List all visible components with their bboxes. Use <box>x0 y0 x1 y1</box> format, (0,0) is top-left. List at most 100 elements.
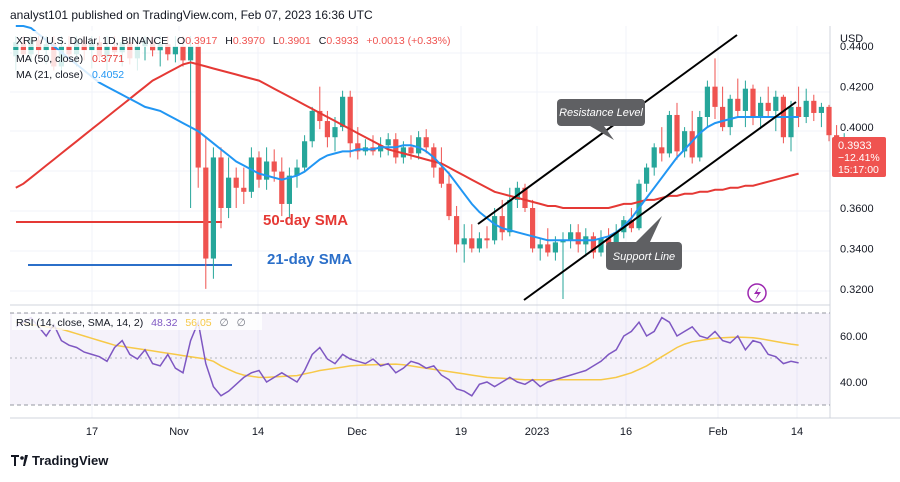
candle-body <box>157 44 163 51</box>
candle-body <box>522 187 528 208</box>
candle-body <box>628 220 634 229</box>
ohlc-close-label: C <box>319 35 327 47</box>
candle-body <box>469 238 475 249</box>
support-trendline[interactable] <box>523 101 797 301</box>
candle-body <box>112 46 118 53</box>
candle-body <box>324 121 330 138</box>
candle-body <box>651 147 657 168</box>
candle-body <box>636 183 642 229</box>
candle-body <box>28 40 34 55</box>
support-callout-label: Support Line <box>613 251 675 263</box>
candle-body <box>195 46 201 168</box>
publish-line: analyst101 published on TradingView.com,… <box>10 8 373 22</box>
candle-body <box>575 232 581 245</box>
candle-body <box>203 167 209 259</box>
legend-main: XRP / U.S. Dollar, 1D, BINANCE O0.3917 H… <box>12 31 450 47</box>
last-price: 0.3933 <box>838 140 872 152</box>
candle-body <box>560 240 566 243</box>
candle-body <box>826 106 832 136</box>
candle-body <box>720 106 726 128</box>
candle-body <box>355 143 361 152</box>
time-tick-label: 14 <box>791 426 803 438</box>
gridlines <box>10 26 830 418</box>
candle-body <box>241 187 247 192</box>
candle-body <box>279 171 285 204</box>
candle-body <box>20 42 26 55</box>
price-axis[interactable]: 0.44000.42000.40000.38000.36000.34000.32… <box>840 41 874 296</box>
candle-body <box>484 238 490 241</box>
ma21-line <box>15 25 799 242</box>
ohlc-open: 0.3917 <box>185 35 217 47</box>
candle-body <box>74 40 80 55</box>
candle-body <box>476 238 482 249</box>
price-tick-label: 0.3400 <box>840 243 874 255</box>
ohlc-low-label: L <box>273 35 279 47</box>
time-tick-label: Nov <box>169 426 189 438</box>
rsi-sma-legend-value: 56.05 <box>185 317 211 329</box>
candle-body <box>96 42 102 57</box>
svg-text:MA (21, close) 0.4052: MA (21, close) 0.4052 <box>16 69 124 81</box>
resistance-trendline[interactable] <box>477 34 738 225</box>
candle-body <box>446 183 452 217</box>
ma21-legend-label: MA (21, close) <box>16 69 83 81</box>
time-axis[interactable]: 17 Nov 14 Dec 19 2023 16 Feb 14 <box>86 426 803 438</box>
last-price-label: 0.3933 −12.41% 15:17:00 <box>832 137 886 177</box>
candle-body <box>218 157 224 208</box>
candle-body <box>606 238 612 245</box>
time-tick-label: 19 <box>455 426 467 438</box>
candle-body <box>682 131 688 152</box>
candle-body <box>233 177 239 188</box>
candle-body <box>210 157 216 259</box>
legend-rsi[interactable]: RSI (14, close, SMA, 14, 2) 48.32 56.05 … <box>12 314 262 330</box>
candle-body <box>385 139 391 146</box>
candle-body <box>188 46 194 61</box>
time-tick-label: 16 <box>620 426 632 438</box>
candle-body <box>666 114 672 154</box>
candle-body <box>788 106 794 138</box>
candle-body <box>286 175 292 204</box>
null-icon: ∅ <box>220 317 229 329</box>
lightning-icon[interactable] <box>747 283 767 303</box>
candle-body <box>552 242 558 253</box>
candle-body <box>568 232 574 241</box>
candle-body <box>598 238 604 253</box>
candle-body <box>537 244 543 249</box>
bar-countdown: 15:17:00 <box>838 164 879 176</box>
candle-body <box>499 216 505 233</box>
rsi-legend-label: RSI (14, close, SMA, 14, 2) <box>16 317 143 329</box>
candle-body <box>454 216 460 245</box>
sma50-annotation: 50-day SMA <box>263 212 348 229</box>
candle-body <box>811 100 817 113</box>
candle-body <box>165 44 171 55</box>
candle-body <box>659 147 665 154</box>
time-tick-label: 2023 <box>525 426 549 438</box>
candle-body <box>613 232 619 245</box>
candle-body <box>773 96 779 111</box>
rsi-legend-value: 48.32 <box>151 317 177 329</box>
time-tick-label: 14 <box>252 426 264 438</box>
candle-body <box>294 167 300 176</box>
candle-body <box>340 96 346 128</box>
tradingview-logo[interactable]: TradingView <box>11 453 109 468</box>
support-callout: Support Line <box>606 216 682 270</box>
candle-body <box>393 139 399 158</box>
candle-body <box>765 102 771 111</box>
candle-body <box>796 106 802 117</box>
time-tick-label: Feb <box>709 426 728 438</box>
candle-body <box>461 238 467 245</box>
candle-body <box>689 131 695 158</box>
candle-body <box>438 167 444 184</box>
candle-body <box>590 236 596 253</box>
price-tick-label: 0.4200 <box>840 82 874 94</box>
candle-body <box>248 157 254 192</box>
candle-body <box>13 42 19 57</box>
legend-ma50[interactable]: MA (50, close) 0.3771 <box>12 50 142 66</box>
candle-body <box>644 167 650 184</box>
candle-body <box>530 207 536 249</box>
candle-body <box>818 106 824 113</box>
legend-ma21[interactable]: MA (21, close) 0.4052 <box>12 66 142 82</box>
candle-body <box>492 216 498 241</box>
svg-text:XRP / U.S. Dollar, 1D, BINANCE: XRP / U.S. Dollar, 1D, BINANCE O0.3917 H… <box>16 35 450 47</box>
footer-brand: TradingView <box>32 453 109 468</box>
